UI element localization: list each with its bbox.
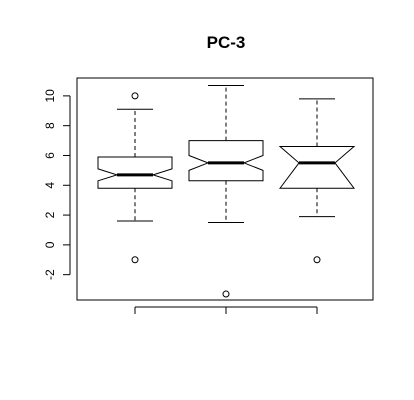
x-axis (134, 306, 318, 314)
outlier-point (131, 256, 139, 264)
notched-box (278, 146, 356, 189)
plot-frame (76, 77, 374, 301)
y-tick-label: 2 (43, 211, 57, 218)
y-tick-label: 6 (43, 152, 57, 159)
y-tick-label: 8 (43, 122, 57, 129)
notched-box (97, 156, 173, 189)
boxes-layer (97, 84, 356, 298)
y-tick-label: 10 (43, 89, 57, 103)
box-group-1 (97, 92, 173, 264)
outlier-point (131, 92, 139, 100)
box-group-2 (188, 84, 264, 298)
box-group-3 (278, 98, 356, 264)
chart-title: PC-3 (207, 33, 246, 52)
y-axis: -2 0 2 4 6 8 10 (43, 89, 71, 280)
y-tick-label: 0 (43, 241, 57, 248)
y-tick-label: 4 (43, 182, 57, 189)
notched-box (188, 140, 264, 182)
y-tick-label: -2 (43, 269, 57, 280)
outlier-point (222, 290, 230, 298)
outlier-point (313, 256, 321, 264)
